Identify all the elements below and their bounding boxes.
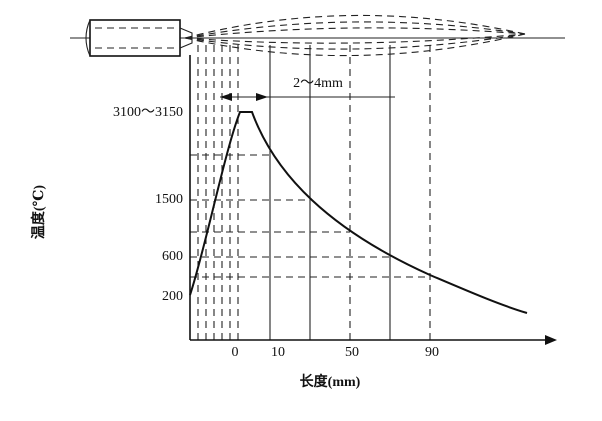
y-label: 200 [162,289,183,304]
y-axis-title: 温度(℃) [30,185,47,239]
y-label: 3100～3150 [113,105,183,120]
axes [189,55,557,345]
x-axis-title: 长度(mm) [300,373,361,390]
x-label: 90 [425,345,439,360]
x-label: 50 [345,345,359,360]
torch [85,19,193,57]
y-label: 1500 [155,192,183,207]
width-marker [220,93,395,101]
x-label: 10 [271,345,285,360]
guide-lines [190,45,431,340]
temperature-curve [189,111,528,314]
x-label: 0 [232,345,239,360]
annotation: 2～4mm [293,76,343,91]
y-label: 600 [162,249,183,264]
